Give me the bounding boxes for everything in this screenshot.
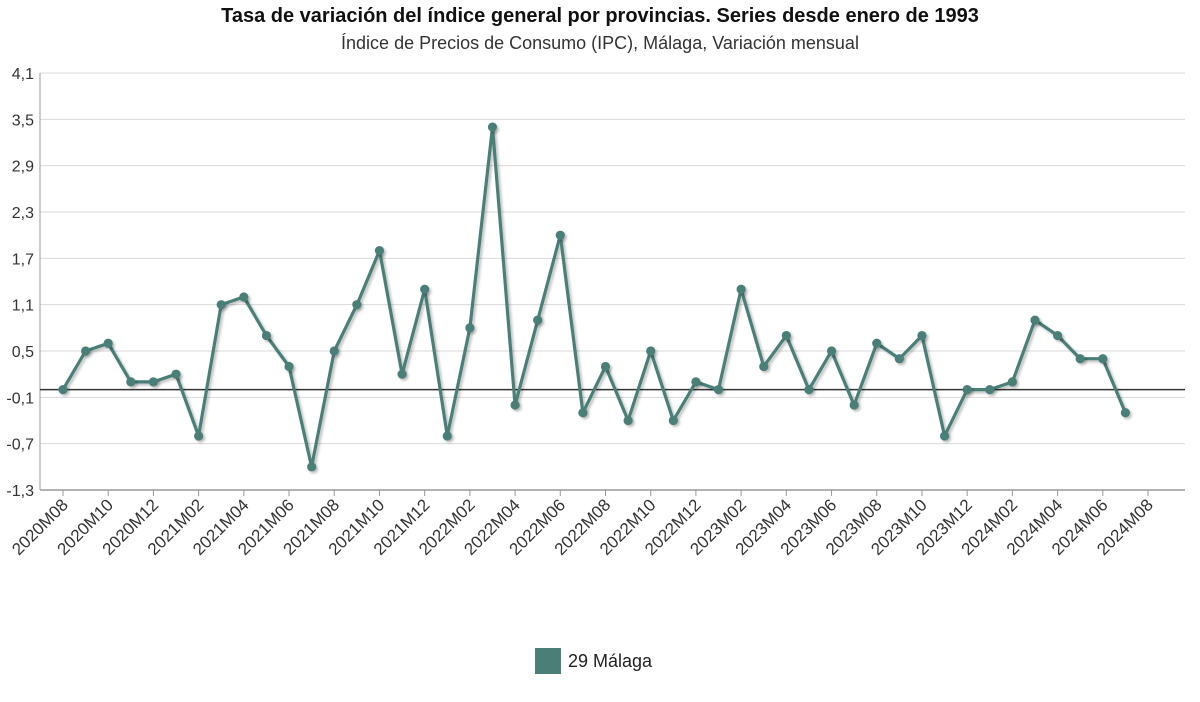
- data-point: [374, 246, 385, 256]
- data-point: [759, 361, 769, 372]
- y-tick-label: -0,7: [6, 437, 34, 454]
- data-point: [623, 415, 633, 426]
- y-tick-label: 1,1: [12, 298, 34, 315]
- data-point: [1075, 354, 1085, 364]
- data-point: [736, 284, 746, 294]
- data-point: [1120, 408, 1130, 418]
- x-tick-labels: 2020M082020M102020M122021M022021M042021M…: [8, 495, 1157, 559]
- y-tick-label: 2,9: [12, 159, 34, 176]
- data-point: [600, 361, 611, 372]
- legend-label: 29 Málaga: [568, 650, 653, 671]
- data-point: [917, 330, 927, 341]
- data-point: [126, 377, 136, 387]
- axes: [39, 73, 1185, 496]
- line-chart: 4,1 3,5 2,9 2,3 1,7 1,1 0,5 -0,1 -0,7 -1,3 2020M0…: [6, 66, 1185, 559]
- legend-swatch: [535, 648, 561, 674]
- data-point: [1030, 315, 1040, 325]
- data-point: [691, 377, 701, 387]
- data-point: [58, 385, 68, 395]
- data-point: [103, 338, 113, 348]
- data-point: [713, 385, 724, 395]
- data-point: [284, 361, 294, 372]
- y-tick-label: 2,3: [12, 205, 34, 222]
- data-point: [397, 369, 407, 379]
- data-point: [849, 400, 859, 410]
- data-point: [804, 385, 814, 395]
- y-tick-label: 0,5: [12, 344, 34, 361]
- y-tick-label: 1,7: [12, 251, 34, 268]
- data-point: [352, 300, 362, 310]
- data-point: [239, 292, 249, 302]
- data-point: [1052, 330, 1063, 341]
- data-point: [962, 385, 972, 395]
- data-point: [533, 315, 543, 325]
- data-point: [872, 338, 882, 348]
- series-layer: [58, 122, 1130, 472]
- data-point: [826, 346, 837, 356]
- chart-subtitle: Índice de Precios de Consumo (IPC), Mála…: [341, 33, 859, 53]
- grid-lines: [40, 72, 1185, 491]
- series-line: [61, 125, 1127, 469]
- data-point: [555, 230, 565, 240]
- data-point: [1007, 377, 1017, 387]
- legend[interactable]: 29 Málaga: [535, 648, 652, 674]
- data-point: [668, 415, 678, 426]
- data-point: [194, 431, 204, 441]
- data-point: [510, 400, 520, 410]
- chart-title: Tasa de variación del índice general por…: [221, 5, 979, 27]
- data-point: [171, 369, 181, 379]
- data-point: [148, 377, 159, 387]
- data-point: [578, 408, 588, 418]
- data-point: [81, 346, 91, 356]
- data-point: [442, 431, 452, 441]
- data-point: [894, 354, 904, 364]
- y-tick-label: -1,3: [6, 483, 34, 500]
- data-point: [985, 385, 995, 395]
- data-point: [465, 323, 475, 333]
- data-point: [307, 462, 317, 472]
- y-tick-labels: 4,1 3,5 2,9 2,3 1,7 1,1 0,5 -0,1 -0,7 -1,3: [6, 66, 34, 500]
- data-point: [781, 330, 791, 341]
- data-point: [1098, 354, 1108, 364]
- y-tick-label: 4,1: [12, 66, 34, 83]
- data-point: [646, 346, 656, 356]
- data-point: [487, 122, 498, 132]
- y-tick-label: -0,1: [6, 390, 34, 407]
- y-tick-label: 3,5: [12, 112, 34, 129]
- data-point: [216, 300, 226, 310]
- data-point: [329, 346, 339, 356]
- data-point: [420, 284, 430, 294]
- data-point: [939, 431, 950, 441]
- data-point: [261, 330, 272, 341]
